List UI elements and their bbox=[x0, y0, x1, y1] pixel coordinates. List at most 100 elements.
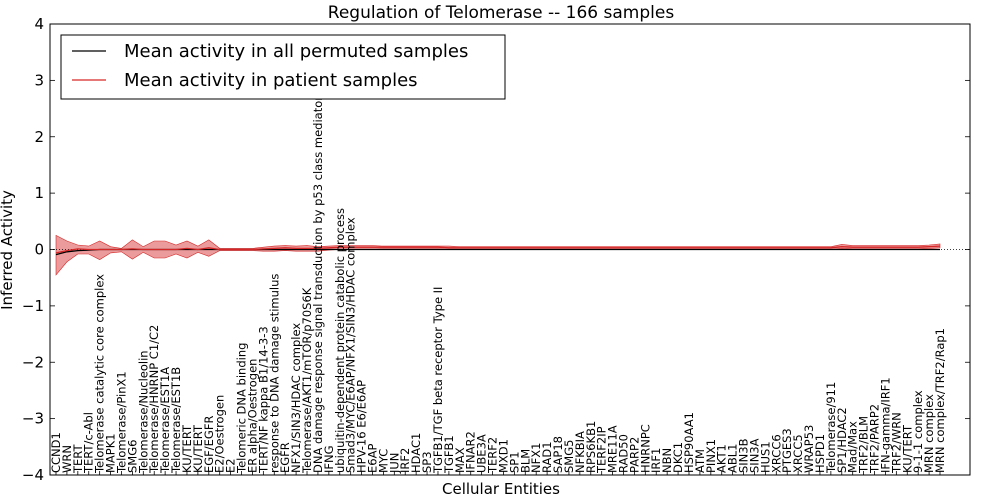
y-axis-ticks: −4 −3 −2 −1 0 1 2 3 4 bbox=[22, 15, 970, 484]
x-tick-label: Telomeric DNA binding bbox=[235, 343, 249, 474]
legend-label-permuted: Mean activity in all permuted samples bbox=[124, 41, 468, 62]
plot-frame bbox=[49, 23, 971, 476]
chart-title: Regulation of Telomerase -- 166 samples bbox=[328, 3, 675, 23]
x-tick-label: Telomerase/Nucleolin bbox=[136, 350, 150, 474]
x-tick-label: IRF1 bbox=[649, 448, 663, 473]
x-tick-label: IFN-gamma/IRF1 bbox=[878, 377, 892, 473]
x-tick-label: TRF2/WRN bbox=[889, 412, 903, 474]
x-tick-label: RAD1 bbox=[540, 441, 554, 473]
y-tick-label: 2 bbox=[34, 128, 44, 146]
x-tick-label: ER alpha/Oestrogen bbox=[245, 359, 259, 473]
x-tick-label: SIN3A bbox=[748, 438, 762, 473]
x-tick-label: DNA damage response signal transduction … bbox=[311, 96, 325, 473]
x-tick-label: SIN3B bbox=[737, 438, 751, 473]
x-tick-label: ubiquitin-dependent protein catabolic pr… bbox=[333, 208, 347, 473]
x-tick-label: RPS6KB1 bbox=[584, 421, 598, 473]
x-tick-label: MRE11A bbox=[606, 425, 620, 473]
x-tick-label: ABL1 bbox=[726, 444, 740, 473]
x-tick-label: Smad3/MYC/E6AP/NFX1/SIN3/HDAC complex bbox=[344, 217, 358, 473]
x-tick-label: NFX1/SIN3/HDAC complex bbox=[289, 323, 303, 473]
x-tick-label: IFNG bbox=[322, 445, 336, 473]
x-tick-label: Telomerase/911 bbox=[824, 382, 838, 474]
x-tick-label: TGFB1/TGF beta receptor Type II bbox=[431, 287, 445, 474]
x-tick-label: MYC bbox=[376, 449, 390, 473]
x-tick-label: DKC1 bbox=[671, 442, 685, 473]
x-tick-label: WRAP53 bbox=[802, 425, 816, 473]
x-tick-label: response to DNA damage stimulus bbox=[267, 274, 281, 473]
x-tick-label: Telomerase/EST1A bbox=[158, 367, 172, 474]
x-tick-label: AKT1 bbox=[715, 444, 729, 473]
x-tick-label: TGFB1 bbox=[442, 435, 456, 474]
x-tick-label: Telomerase/AKT1/mTOR/p70S6K bbox=[300, 287, 314, 474]
x-tick-label: TERT/NF kappa B1/14-3-3 bbox=[256, 326, 270, 474]
x-tick-label: HSPD1 bbox=[813, 434, 827, 473]
x-axis-label: Cellular Entities bbox=[442, 480, 560, 498]
x-tick-label: KU/TERT bbox=[191, 424, 205, 473]
x-tick-label: XRCC6 bbox=[769, 434, 783, 473]
legend-label-patient: Mean activity in patient samples bbox=[124, 70, 418, 91]
y-tick-label: 0 bbox=[34, 241, 44, 259]
x-tick-label: E2/Oestrogen bbox=[213, 395, 227, 473]
x-tick-label: Telomerase/PinX1 bbox=[115, 371, 129, 474]
x-tick-label: SP1 bbox=[507, 451, 521, 473]
x-tick-label: NFX1 bbox=[529, 443, 543, 473]
x-tick-label: HSP90AA1 bbox=[682, 412, 696, 473]
x-tick-label: IRF2 bbox=[398, 448, 412, 473]
x-tick-label: HPV-16 E6/E6AP bbox=[355, 380, 369, 473]
legend-box bbox=[60, 34, 506, 100]
x-tick-label: SMG6 bbox=[125, 440, 139, 473]
x-tick-label: TERT/c-Abl bbox=[82, 412, 96, 474]
patient-mean-line bbox=[55, 245, 941, 254]
x-tick-label: 9-1-1 complex bbox=[911, 390, 925, 473]
y-tick-label: −4 bbox=[22, 466, 44, 484]
x-tick-label: SP3 bbox=[420, 451, 434, 473]
x-tick-label: PARP2 bbox=[627, 437, 641, 473]
x-tick-label: SAP18 bbox=[551, 436, 565, 473]
x-tick-label: CCND1 bbox=[49, 432, 63, 473]
x-tick-label: JUN bbox=[387, 453, 401, 474]
x-tick-label: KU/TERT bbox=[180, 424, 194, 473]
x-tick-label: SP1/HDAC2 bbox=[835, 407, 849, 473]
x-tick-label: XRCC5 bbox=[791, 434, 805, 473]
x-tick-label: E2 bbox=[224, 458, 238, 473]
x-tick-label: PTGES3 bbox=[780, 428, 794, 473]
y-tick-label: 4 bbox=[34, 15, 44, 33]
x-tick-label: TERF2 bbox=[486, 437, 500, 474]
series-lines bbox=[55, 245, 941, 256]
x-tick-label: Mad/Max bbox=[846, 421, 860, 473]
x-tick-label: KU/TERT bbox=[900, 424, 914, 473]
x-tick-label: HNRNPC bbox=[638, 424, 652, 473]
x-tick-label: EGFR bbox=[278, 442, 292, 473]
x-tick-label: SMG5 bbox=[562, 440, 576, 473]
x-tick-label: HDAC1 bbox=[409, 433, 423, 473]
y-tick-label: −1 bbox=[22, 297, 44, 315]
x-tick-label: TERT bbox=[71, 444, 85, 474]
y-tick-label: 1 bbox=[34, 184, 44, 202]
x-tick-label: MRN complex bbox=[922, 394, 936, 473]
y-tick-label: −3 bbox=[22, 410, 44, 428]
x-tick-label: TRF2/BLM bbox=[857, 416, 871, 474]
x-tick-label: EGF/EGFR bbox=[202, 416, 216, 473]
x-tick-label: HUS1 bbox=[758, 441, 772, 473]
x-tick-label: NBN bbox=[660, 448, 674, 473]
x-tick-label: TERF2IP bbox=[595, 426, 609, 474]
y-tick-label: −2 bbox=[22, 353, 44, 371]
y-axis-label: Inferred Activity bbox=[0, 190, 16, 310]
x-tick-label: MRN complex/TRF2/Rap1 bbox=[933, 328, 947, 473]
x-tick-label: ATM bbox=[693, 449, 707, 473]
x-tick-label: PINX1 bbox=[704, 439, 718, 473]
legend: Mean activity in all permuted samples Me… bbox=[60, 34, 506, 100]
y-tick-label: 3 bbox=[34, 71, 44, 89]
permuted-mean-line bbox=[55, 248, 940, 256]
x-tick-label: WRN bbox=[60, 445, 74, 473]
x-tick-label: MXD1 bbox=[497, 439, 511, 473]
x-tick-label: MAX bbox=[453, 447, 467, 473]
x-tick-label: BLM bbox=[518, 449, 532, 473]
x-tick-label: UBE3A bbox=[475, 434, 489, 473]
x-tick-label: RAD50 bbox=[617, 434, 631, 473]
x-tick-label: Telomerase catalytic core complex bbox=[93, 274, 107, 474]
x-tick-label: E6AP bbox=[366, 444, 380, 473]
x-tick-label: Telomerase/EST1B bbox=[169, 367, 183, 474]
